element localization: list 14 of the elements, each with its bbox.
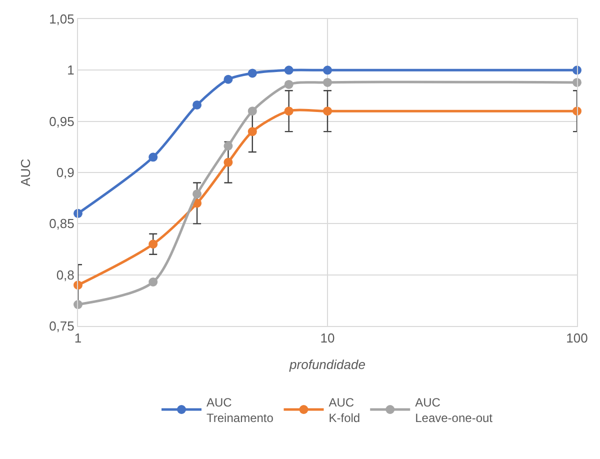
x-tick-label: 10 [320,330,335,346]
y-tick-label: 1 [67,62,74,78]
x-tick-label: 100 [566,330,588,346]
legend-label: AUC K-fold [328,395,360,425]
x-axis-title: profundidade [288,357,366,372]
legend-label: AUC Leave-one-out [415,395,494,425]
y-tick-label: 0,9 [56,165,74,180]
y-tick-label: 0,85 [49,216,74,232]
legend-label: AUC Treinamento [206,395,274,425]
y-tick-label: 0,8 [56,267,74,282]
y-axis-title: AUC [18,158,34,186]
y-tick-label: 1,05 [49,12,74,27]
y-tick-label: 0,75 [49,318,74,334]
y-tick-label: 0,95 [49,114,74,129]
